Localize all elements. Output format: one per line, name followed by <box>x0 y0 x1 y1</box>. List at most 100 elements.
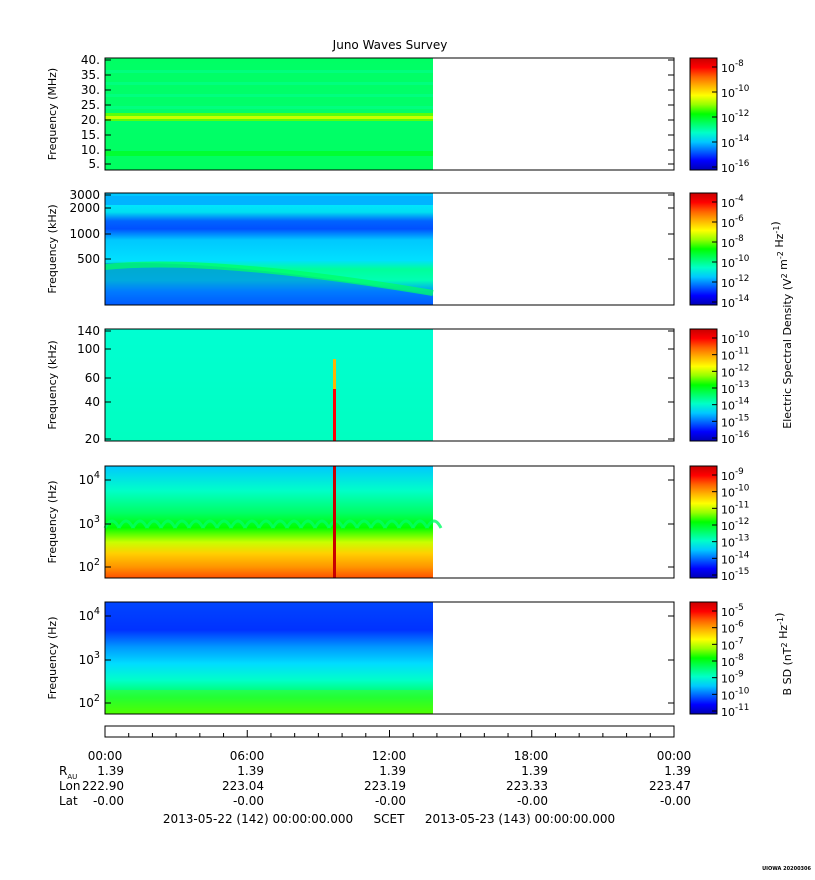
colorbar-tick-label: 10-10 <box>721 254 750 270</box>
ephemeris-table: 00:00 06:00 12:00 18:00 00:00 RAU 1.39 1.39 1.39… <box>59 749 691 808</box>
ephemeris-value: 223.04 <box>222 779 264 793</box>
colorbar <box>689 192 718 306</box>
time-label: 00:00 <box>657 749 692 763</box>
spectrogram-panel-5: Frequency (Hz)10410310210-510-610-710-81… <box>46 601 750 719</box>
periodic-emission <box>425 519 443 529</box>
periodic-emission <box>131 519 149 529</box>
y-axis-label: Frequency (kHz) <box>46 340 59 429</box>
colorbar-tick-label: 10-6 <box>721 214 744 230</box>
colorbar-tick-label: 10-10 <box>721 84 750 100</box>
colorbar-tick-label: 10-16 <box>721 159 750 175</box>
ephemeris-row-label: RAU <box>59 764 77 781</box>
periodic-emission <box>243 519 261 529</box>
end-time-label: 2013-05-23 (143) 00:00:00.000 <box>425 812 615 826</box>
colorbar <box>689 57 718 171</box>
colorbar-tick-label: 10-14 <box>721 294 750 310</box>
ephemeris-value: 223.47 <box>649 779 691 793</box>
periodic-emission <box>201 519 219 529</box>
colorbar-tick-label: 10-12 <box>721 109 749 125</box>
colorbar-tick-label: 10-15 <box>721 567 749 583</box>
periodic-emission <box>285 519 303 529</box>
y-tick-label: 1000 <box>69 227 100 241</box>
spectrogram-panel-1: Frequency (MHz) 40.35.30.25.20.15.10.5. 10… <box>46 53 750 175</box>
colorbar <box>689 465 718 579</box>
colorbar-tick-label: 10-8 <box>721 234 744 250</box>
ephemeris-value: 1.39 <box>521 764 548 778</box>
y-tick-label: 20 <box>85 432 100 446</box>
y-tick-label: 3000 <box>69 188 100 202</box>
y-tick-label: 500 <box>77 252 100 266</box>
y-tick-label: 5. <box>89 157 100 171</box>
colorbar <box>689 328 718 442</box>
panels-group: Frequency (MHz) 40.35.30.25.20.15.10.5. 10… <box>46 53 750 719</box>
colorbar-tick-label: 10-14 <box>721 550 750 566</box>
spectrogram-panel-3: Frequency (kHz)14010060402010-1010-1110-… <box>46 324 750 446</box>
emission-spike <box>333 359 336 441</box>
spectrogram-panel-4: Frequency (Hz)10410310210-910-1010-1110-… <box>46 465 750 583</box>
colorbar-tick-label: 10-4 <box>721 194 744 210</box>
ephemeris-value: -0.00 <box>660 794 691 808</box>
stripe-1 <box>105 70 433 73</box>
y-tick-label: 104 <box>79 470 100 487</box>
y-tick-label: 25. <box>81 98 100 112</box>
electric-colorbar-label: Electric Spectral Density (V2 m-2 Hz-1) <box>769 221 794 428</box>
periodic-emission <box>313 519 331 529</box>
periodic-emission <box>411 519 429 529</box>
ephemeris-value: 222.90 <box>82 779 124 793</box>
time-label: 12:00 <box>372 749 407 763</box>
colorbar-tick-label: 10-8 <box>721 59 744 75</box>
colorbar-tick-label: 10-9 <box>721 467 744 483</box>
spectrogram-data <box>105 602 433 714</box>
y-tick-label: 102 <box>79 693 100 710</box>
y-tick-label: 103 <box>79 650 100 667</box>
ephemeris-value: 1.39 <box>237 764 264 778</box>
y-tick-label: 100 <box>77 342 100 356</box>
top-band <box>105 196 433 205</box>
ephemeris-value: -0.00 <box>233 794 264 808</box>
colorbar-tick-label: 10-14 <box>721 397 750 413</box>
periodic-emission <box>257 519 275 529</box>
y-axis-label: Frequency (MHz) <box>46 68 59 160</box>
periodic-emission <box>173 519 191 529</box>
periodic-emission <box>341 519 359 529</box>
y-tick-label: 10. <box>81 143 100 157</box>
time-frame-label: SCET <box>374 812 406 826</box>
low-frequency-band <box>105 690 433 714</box>
colorbar-tick-label: 10-13 <box>721 380 749 396</box>
spectrogram-data <box>105 329 433 441</box>
colorbar-tick-label: 10-12 <box>721 517 749 533</box>
emission-spike-tip <box>333 359 336 389</box>
y-tick-label: 30. <box>81 83 100 97</box>
y-tick-label: 102 <box>79 557 100 574</box>
periodic-emission <box>117 519 135 529</box>
descending-emission <box>104 261 434 296</box>
periodic-emission <box>271 519 289 529</box>
emission-band-core <box>105 116 433 119</box>
y-tick-label: 40 <box>85 395 100 409</box>
ephemeris-value: -0.00 <box>93 794 124 808</box>
colorbar-tick-label: 10-15 <box>721 413 749 429</box>
y-tick-label: 35. <box>81 68 100 82</box>
colorbar-tick-label: 10-10 <box>721 686 750 702</box>
time-axis-ticks <box>104 730 675 737</box>
colorbar <box>689 601 718 715</box>
colorbar-tick-label: 10-10 <box>721 330 750 346</box>
emission-spike <box>333 466 336 578</box>
y-tick-label: 60 <box>85 371 100 385</box>
ephemeris-value: 1.39 <box>97 764 124 778</box>
ephemeris-value: 223.19 <box>364 779 406 793</box>
periodic-emission <box>215 519 233 529</box>
y-tick-label: 104 <box>79 606 100 623</box>
y-tick-label: 140 <box>77 324 100 338</box>
ephemeris-value: -0.00 <box>375 794 406 808</box>
colorbar-tick-label: 10-10 <box>721 484 750 500</box>
y-tick-label: 20. <box>81 113 100 127</box>
colorbar-tick-label: 10-14 <box>721 134 750 150</box>
start-time-label: 2013-05-22 (142) 00:00:00.000 <box>163 812 353 826</box>
low-frequency-dark-region <box>105 262 433 305</box>
footer-stamp: UIOWA 20200306 <box>762 866 811 872</box>
periodic-emission <box>145 519 163 529</box>
colorbar-tick-label: 10-9 <box>721 670 744 686</box>
colorbar-tick-label: 10-16 <box>721 430 750 446</box>
